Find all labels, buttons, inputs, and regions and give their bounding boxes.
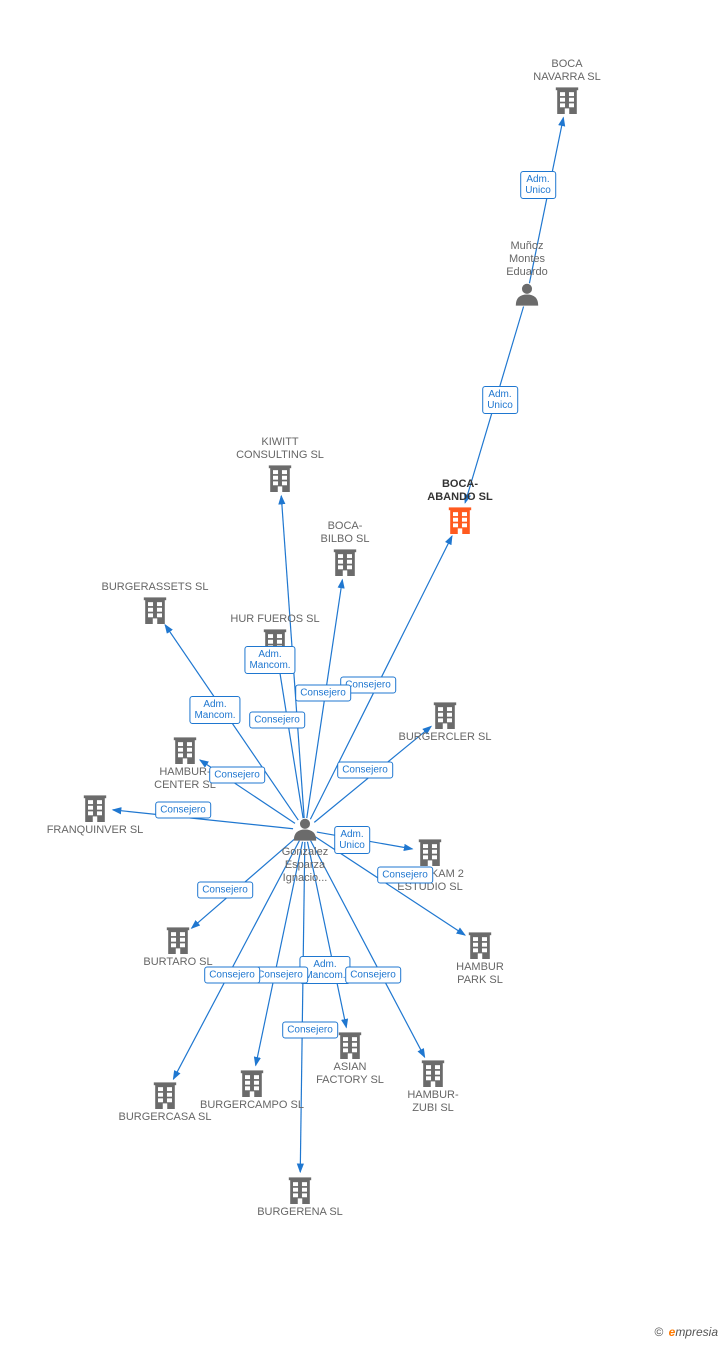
building-icon[interactable]	[167, 927, 189, 954]
edge	[113, 810, 293, 829]
edge	[311, 841, 425, 1057]
edge	[465, 307, 523, 503]
edge	[529, 118, 563, 284]
edge	[281, 496, 304, 818]
edge	[307, 842, 346, 1028]
building-icon[interactable]	[241, 1070, 263, 1097]
building-icon[interactable]	[339, 1032, 361, 1059]
building-icon[interactable]	[422, 1060, 444, 1087]
copyright-symbol: ©	[654, 1325, 663, 1339]
building-icon[interactable]	[264, 629, 286, 656]
edge	[192, 838, 296, 928]
footer-brand: © empresia	[654, 1325, 718, 1339]
building-icon[interactable]	[434, 702, 456, 729]
building-icon[interactable]	[469, 932, 491, 959]
edge	[307, 580, 343, 818]
edge	[173, 841, 299, 1079]
building-icon[interactable]	[289, 1177, 311, 1204]
person-icon[interactable]	[294, 819, 316, 841]
building-icon[interactable]	[269, 465, 291, 492]
edge	[256, 842, 303, 1066]
building-icon[interactable]	[556, 87, 578, 114]
building-icon[interactable]	[154, 1082, 176, 1109]
building-icon[interactable]	[84, 795, 106, 822]
building-icon[interactable]	[144, 597, 166, 624]
edge	[200, 760, 295, 823]
edge	[315, 837, 465, 936]
building-icon[interactable]	[334, 549, 356, 576]
person-icon[interactable]	[516, 284, 538, 306]
building-icon[interactable]	[174, 737, 196, 764]
edge	[300, 842, 305, 1172]
edge	[310, 536, 452, 819]
building-icon[interactable]	[449, 507, 471, 534]
edge	[317, 832, 412, 849]
brand-rest: mpresia	[675, 1325, 718, 1339]
network-diagram	[0, 0, 728, 1345]
edge	[278, 660, 303, 818]
edge	[314, 726, 431, 822]
building-icon[interactable]	[419, 839, 441, 866]
